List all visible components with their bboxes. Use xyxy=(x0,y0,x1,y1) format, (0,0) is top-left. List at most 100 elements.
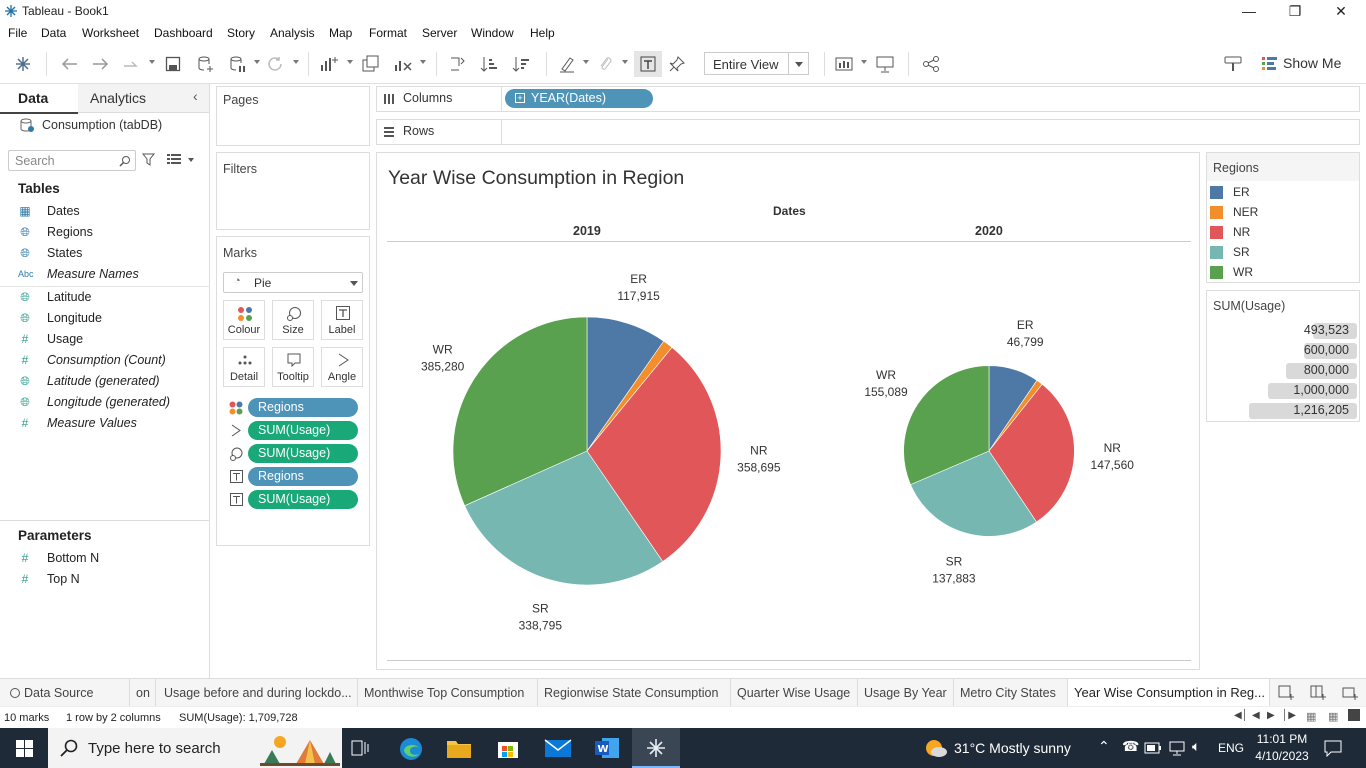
windows-start-icon[interactable] xyxy=(16,740,33,757)
new-worksheet-icon[interactable] xyxy=(1278,685,1294,701)
field-consumption-count[interactable]: # Consumption (Count) xyxy=(18,351,166,369)
next-sheet-icon[interactable]: ▶ xyxy=(1267,710,1275,721)
show-tabs-icon[interactable] xyxy=(1348,709,1360,721)
tableau-home-icon[interactable] xyxy=(12,53,34,75)
field-longitude-generated[interactable]: 🌐︎ Longitude (generated) xyxy=(18,393,170,411)
angle-button[interactable]: Angle xyxy=(321,347,363,387)
pie-slice-2019-er[interactable] xyxy=(586,316,665,452)
menu-format[interactable]: Format xyxy=(369,26,408,40)
menu-server[interactable]: Server xyxy=(422,26,458,40)
tab-sheet[interactable]: Metro City States xyxy=(954,679,1068,707)
columns-pill-year-dates[interactable]: + YEAR(Dates) xyxy=(505,89,653,108)
rows-shelf[interactable]: Rows xyxy=(376,119,1360,145)
new-worksheet-icon[interactable] xyxy=(318,53,340,75)
pie-slice-2019-wr[interactable] xyxy=(452,316,588,507)
colour-button[interactable]: Colour xyxy=(223,300,265,340)
pie-slice-2020-nr[interactable] xyxy=(988,383,1075,523)
notifications-icon[interactable] xyxy=(1324,739,1342,757)
menu-window[interactable]: Window xyxy=(471,26,514,40)
menu-file[interactable]: File xyxy=(8,26,28,40)
microsoft-store-icon[interactable] xyxy=(496,736,520,760)
tab-sheet[interactable]: Quarter Wise Usage xyxy=(731,679,858,707)
minimize-button[interactable]: — xyxy=(1242,3,1256,19)
fit-dropdown[interactable]: Entire View xyxy=(704,52,809,75)
menu-dashboard[interactable]: Dashboard xyxy=(154,26,213,40)
parameter-top-n[interactable]: # Top N xyxy=(18,570,80,588)
clock-date[interactable]: 4/10/2023 xyxy=(1255,749,1309,763)
field-measure-names[interactable]: Abc Measure Names xyxy=(18,267,139,281)
duplicate-sheet-icon[interactable] xyxy=(360,53,382,75)
show-me-button[interactable]: Show Me xyxy=(1258,52,1358,75)
label-button[interactable]: Label xyxy=(321,300,363,340)
weather-text[interactable]: 31°C Mostly sunny xyxy=(954,740,1071,756)
field-usage[interactable]: # Usage xyxy=(18,330,83,348)
pie-slice-2019-nr[interactable] xyxy=(586,346,722,562)
legend-item-sr[interactable]: SR xyxy=(1210,244,1250,260)
menu-story[interactable]: Story xyxy=(227,26,256,40)
legend-item-ner[interactable]: NER xyxy=(1210,204,1258,220)
pie-chart[interactable]: ER 117,915 NR 358,695 SR 338,795 WR 385,280 ER 46… xyxy=(377,153,1199,669)
file-explorer-icon[interactable] xyxy=(446,737,472,759)
field-latitude[interactable]: 🌐︎ Latitude xyxy=(18,288,91,306)
collapse-pane-icon[interactable]: ‹ xyxy=(193,88,198,104)
tab-sheet-active[interactable]: Year Wise Consumption in Reg... xyxy=(1068,679,1270,707)
language-indicator[interactable]: ENG xyxy=(1218,741,1245,755)
pie-slice-2020-wr[interactable] xyxy=(903,365,990,485)
marks-pill-regions-label[interactable]: Regions xyxy=(248,467,358,486)
undo-icon[interactable] xyxy=(58,53,80,75)
group-members-icon[interactable] xyxy=(594,53,616,75)
size-button[interactable]: Size xyxy=(272,300,314,340)
legend-item-nr[interactable]: NR xyxy=(1210,224,1250,240)
new-datasource-icon[interactable] xyxy=(194,53,216,75)
new-dashboard-icon[interactable] xyxy=(1310,685,1326,701)
filter-icon[interactable] xyxy=(142,153,155,166)
sort-descending-icon[interactable] xyxy=(510,53,532,75)
tab-analytics[interactable]: Analytics xyxy=(90,90,147,106)
edge-browser-icon[interactable] xyxy=(398,736,424,762)
clear-sheet-icon[interactable] xyxy=(392,53,414,75)
fix-axes-icon[interactable] xyxy=(666,53,688,75)
menu-map[interactable]: Map xyxy=(329,26,353,40)
highlight-icon[interactable] xyxy=(556,53,578,75)
presentation-mode-icon[interactable] xyxy=(874,53,896,75)
pie-slice-2020-sr[interactable] xyxy=(910,450,1037,537)
tab-sheet[interactable]: Usage By Year xyxy=(858,679,954,707)
network-icon[interactable] xyxy=(1168,740,1186,756)
show-cards-icon[interactable] xyxy=(834,53,856,75)
restore-button[interactable]: ❐ xyxy=(1288,2,1302,19)
meet-now-icon[interactable]: ☎ xyxy=(1122,738,1140,754)
legend-item-wr[interactable]: WR xyxy=(1210,264,1253,280)
swap-rows-columns-icon[interactable] xyxy=(446,53,468,75)
prev-sheet-icon[interactable]: ◀ xyxy=(1252,710,1260,721)
field-states[interactable]: 🌐︎ States xyxy=(18,244,82,262)
chevron-up-icon[interactable]: ⌃ xyxy=(1098,738,1110,754)
menu-help[interactable]: Help xyxy=(530,26,555,40)
last-sheet-icon[interactable]: │▶ xyxy=(1282,710,1296,721)
share-icon[interactable] xyxy=(920,53,942,75)
redo-icon[interactable] xyxy=(90,53,112,75)
marks-pill-sum-usage-label[interactable]: SUM(Usage) xyxy=(248,490,358,509)
taskbar-search-input[interactable]: Type here to search xyxy=(48,728,342,768)
tab-sheet[interactable]: Regionwise State Consumption xyxy=(538,679,731,707)
marks-pill-sum-usage-size[interactable]: SUM(Usage) xyxy=(248,444,358,463)
legend-item-er[interactable]: ER xyxy=(1210,184,1250,200)
word-icon[interactable]: W xyxy=(594,737,620,759)
pause-updates-icon[interactable] xyxy=(226,53,248,75)
battery-icon[interactable] xyxy=(1144,742,1162,754)
tab-sheet[interactable]: on xyxy=(130,679,156,707)
viz-area[interactable]: Year Wise Consumption in Region Dates 20… xyxy=(376,152,1200,670)
clock-time[interactable]: 11:01 PM xyxy=(1256,732,1308,746)
marks-pill-sum-usage-angle[interactable]: SUM(Usage) xyxy=(248,421,358,440)
first-sheet-icon[interactable]: ◀│ xyxy=(1234,710,1248,721)
pie-slice-2019-sr[interactable] xyxy=(464,450,664,586)
tab-sheet[interactable]: Monthwise Top Consumption xyxy=(358,679,538,707)
field-latitude-generated[interactable]: 🌐︎ Latitude (generated) xyxy=(18,372,159,390)
mail-icon[interactable] xyxy=(544,738,572,758)
columns-shelf[interactable]: Columns + YEAR(Dates) xyxy=(376,86,1360,112)
parameter-bottom-n[interactable]: # Bottom N xyxy=(18,549,99,567)
menu-worksheet[interactable]: Worksheet xyxy=(82,26,140,40)
field-dates[interactable]: ▦ Dates xyxy=(19,204,80,218)
menu-analysis[interactable]: Analysis xyxy=(270,26,315,40)
refresh-icon[interactable] xyxy=(264,53,286,75)
field-regions[interactable]: 🌐︎ Regions xyxy=(18,223,93,241)
